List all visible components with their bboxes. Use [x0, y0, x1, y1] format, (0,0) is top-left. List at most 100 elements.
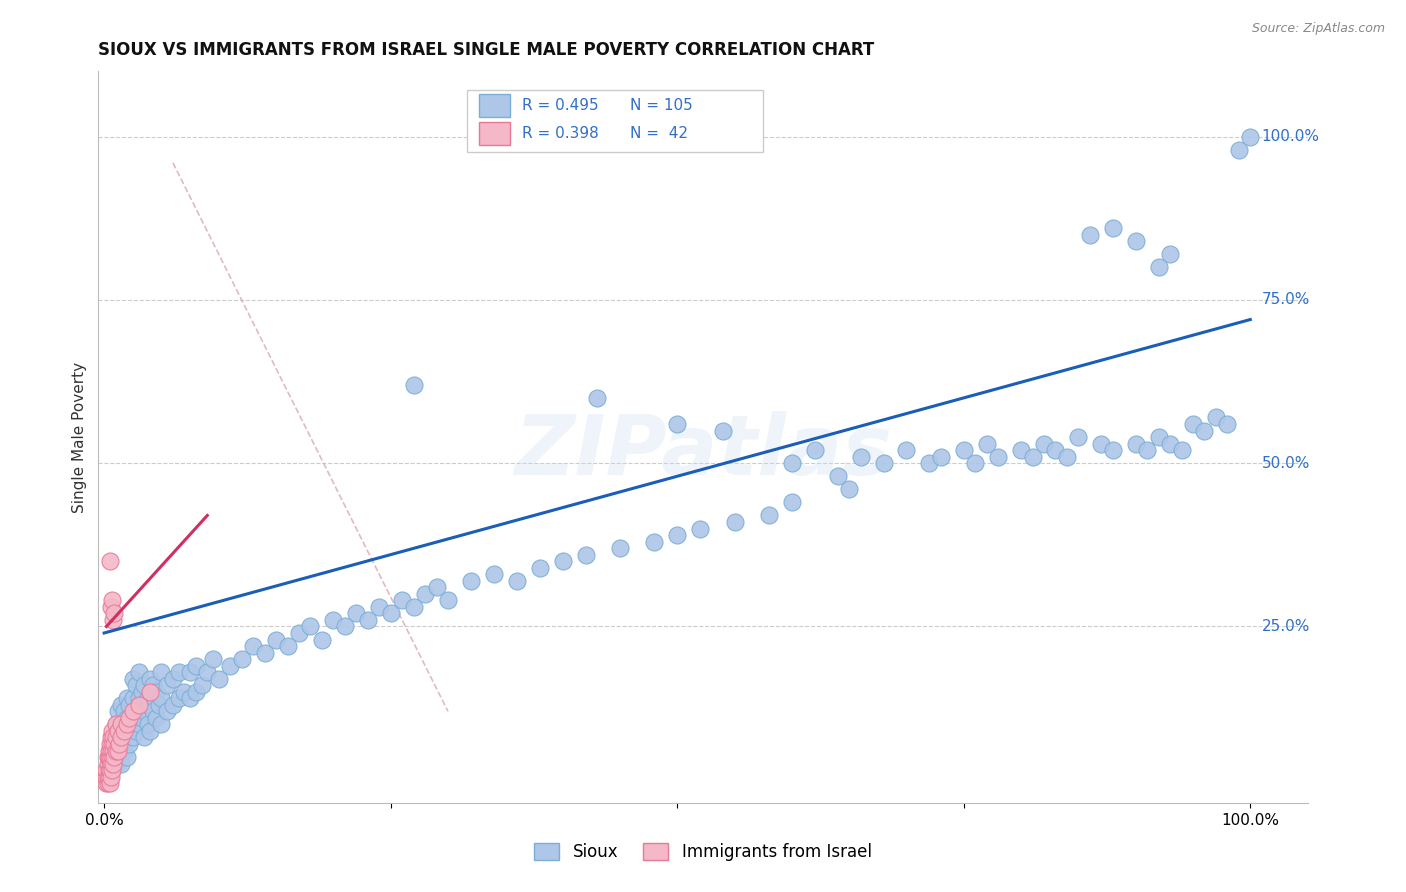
Point	[97, 763, 120, 777]
Point	[128, 691, 150, 706]
Point	[780, 456, 803, 470]
Point	[118, 717, 141, 731]
Point	[100, 756, 122, 771]
Point	[574, 548, 596, 562]
Point	[97, 770, 120, 784]
Point	[104, 717, 127, 731]
Text: Source: ZipAtlas.com: Source: ZipAtlas.com	[1251, 22, 1385, 36]
Point	[1056, 450, 1078, 464]
Point	[98, 763, 121, 777]
Point	[190, 678, 212, 692]
Point	[107, 705, 129, 719]
Point	[460, 574, 482, 588]
FancyBboxPatch shape	[479, 122, 509, 145]
Point	[103, 750, 125, 764]
Point	[101, 750, 124, 764]
Point	[482, 567, 505, 582]
Point	[1021, 450, 1043, 464]
Point	[98, 750, 121, 764]
Point	[803, 443, 825, 458]
Point	[1227, 143, 1250, 157]
Point	[128, 698, 150, 712]
Point	[118, 711, 141, 725]
Point	[125, 705, 148, 719]
Point	[918, 456, 941, 470]
Point	[139, 698, 162, 712]
Point	[121, 672, 143, 686]
Point	[101, 763, 124, 777]
Point	[253, 646, 276, 660]
Point	[1067, 430, 1090, 444]
Point	[1045, 443, 1067, 458]
Point	[145, 685, 167, 699]
Point	[97, 750, 120, 764]
Point	[103, 743, 125, 757]
Text: N = 105: N = 105	[630, 98, 693, 113]
Point	[184, 685, 207, 699]
Point	[107, 743, 129, 757]
Point	[413, 587, 436, 601]
Point	[104, 743, 127, 757]
Point	[98, 756, 121, 771]
Point	[108, 737, 131, 751]
Point	[1239, 129, 1261, 144]
Point	[139, 685, 162, 699]
Point	[987, 450, 1010, 464]
Point	[150, 691, 173, 706]
Point	[97, 750, 120, 764]
Point	[1147, 260, 1170, 275]
Point	[96, 776, 118, 790]
Point	[145, 711, 167, 725]
Point	[104, 743, 127, 757]
Point	[1033, 436, 1056, 450]
Point	[139, 672, 162, 686]
Point	[115, 731, 138, 745]
Point	[849, 450, 872, 464]
Point	[101, 750, 124, 764]
Point	[103, 737, 125, 751]
Point	[96, 763, 118, 777]
Point	[121, 731, 143, 745]
Point	[128, 717, 150, 731]
Point	[131, 685, 153, 699]
Point	[758, 508, 780, 523]
Point	[136, 691, 159, 706]
Point	[110, 717, 132, 731]
Point	[110, 756, 132, 771]
Point	[104, 731, 127, 745]
Point	[425, 580, 447, 594]
Point	[1136, 443, 1159, 458]
Point	[101, 723, 124, 738]
Point	[142, 678, 165, 692]
Point	[322, 613, 344, 627]
Text: N =  42: N = 42	[630, 126, 689, 141]
Point	[142, 705, 165, 719]
Point	[666, 528, 689, 542]
Point	[402, 599, 425, 614]
Point	[711, 424, 734, 438]
Point	[288, 626, 311, 640]
Point	[551, 554, 574, 568]
Point	[264, 632, 287, 647]
Point	[107, 723, 129, 738]
Point	[103, 731, 125, 745]
Point	[115, 750, 138, 764]
Point	[333, 619, 356, 633]
Point	[1205, 410, 1227, 425]
Point	[195, 665, 218, 680]
Point	[1216, 417, 1239, 431]
Point	[112, 723, 135, 738]
Point	[437, 593, 460, 607]
Point	[104, 731, 127, 745]
Point	[1159, 436, 1181, 450]
Point	[148, 698, 170, 712]
Point	[723, 515, 745, 529]
Point	[101, 593, 124, 607]
Point	[115, 717, 138, 731]
Point	[506, 574, 529, 588]
Point	[121, 711, 143, 725]
Point	[1159, 247, 1181, 261]
Point	[112, 743, 135, 757]
Point	[1194, 424, 1216, 438]
Point	[131, 711, 153, 725]
